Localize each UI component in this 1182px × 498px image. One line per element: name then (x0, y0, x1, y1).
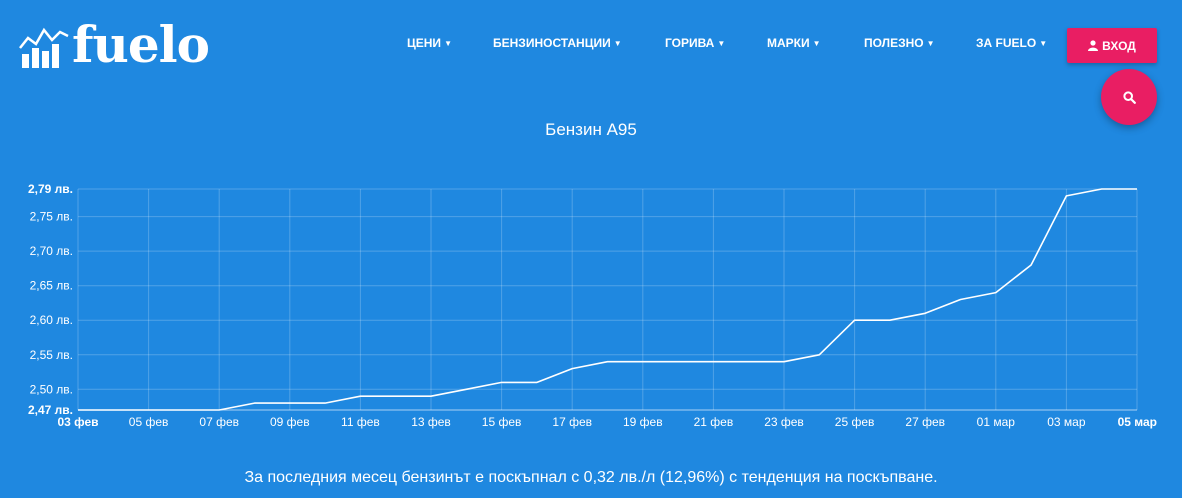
series-line (78, 188, 1137, 411)
x-tick-label: 03 мар (1047, 415, 1086, 429)
data-point[interactable] (460, 383, 472, 395)
caret-down-icon: ▼ (717, 38, 726, 48)
nav-label: МАРКИ (767, 36, 810, 50)
main-nav: ЦЕНИ ▼ БЕНЗИНОСТАНЦИИ ▼ ГОРИВА ▼ МАРКИ ▼ ПОЛ… (390, 36, 1056, 50)
nav-label: ПОЛЕЗНО (864, 36, 924, 50)
x-tick-label: 17 фев (552, 415, 592, 429)
y-axis-labels: 2,79 лв. 2,75 лв. 2,70 лв. 2,65 лв. 2,60 лв.… (28, 182, 73, 417)
data-point[interactable] (602, 356, 614, 368)
x-tick-label: 23 фев (764, 415, 804, 429)
x-tick-label: 05 фев (129, 415, 169, 429)
chart-title: Бензин А95 (545, 120, 637, 139)
y-tick-label: 2,65 лв. (30, 279, 73, 293)
data-point[interactable] (637, 356, 649, 368)
data-point[interactable] (813, 349, 825, 361)
nav-label: БЕНЗИНОСТАНЦИИ (493, 36, 611, 50)
x-tick-label: 07 фев (199, 415, 239, 429)
logo[interactable]: fuelo (18, 15, 210, 74)
nav-prices[interactable]: ЦЕНИ ▼ (390, 36, 493, 50)
data-point[interactable] (919, 307, 931, 319)
data-point[interactable] (425, 390, 437, 402)
nav-brands[interactable]: МАРКИ ▼ (767, 36, 864, 50)
x-tick-label: 19 фев (623, 415, 663, 429)
y-tick-label: 2,75 лв. (30, 210, 73, 224)
data-point[interactable] (990, 287, 1002, 299)
x-tick-label: 03 фев (57, 415, 98, 429)
y-tick-label: 2,47 лв. (28, 403, 73, 417)
nav-fuels[interactable]: ГОРИВА ▼ (665, 36, 767, 50)
x-tick-label: 15 фев (482, 415, 522, 429)
x-tick-label: 05 мар (1118, 415, 1157, 429)
price-summary: За последния месец бензинът е поскъпнал … (244, 469, 938, 486)
price-chart: 2,79 лв. 2,75 лв. 2,70 лв. 2,65 лв. 2,60 лв.… (28, 182, 1157, 429)
data-point[interactable] (107, 404, 119, 416)
search-button[interactable] (1101, 69, 1157, 125)
data-point[interactable] (1096, 183, 1108, 195)
nav-about[interactable]: ЗА FUELO ▼ (976, 36, 1056, 50)
data-point[interactable] (496, 376, 508, 388)
data-point[interactable] (178, 404, 190, 416)
caret-down-icon: ▼ (926, 38, 935, 48)
caret-down-icon: ▼ (613, 38, 622, 48)
caret-down-icon: ▼ (1039, 38, 1048, 48)
data-point[interactable] (354, 390, 366, 402)
data-point[interactable] (743, 356, 755, 368)
data-point[interactable] (249, 397, 261, 409)
x-tick-label: 25 фев (835, 415, 875, 429)
data-point[interactable] (672, 356, 684, 368)
y-tick-label: 2,60 лв. (30, 313, 73, 327)
data-point[interactable] (1025, 259, 1037, 271)
x-tick-label: 09 фев (270, 415, 310, 429)
data-point[interactable] (284, 397, 296, 409)
data-point[interactable] (1131, 183, 1143, 195)
brand-name: fuelo (72, 15, 210, 74)
x-tick-label: 13 фев (411, 415, 451, 429)
caret-down-icon: ▼ (812, 38, 821, 48)
login-button[interactable]: ВХОД (1067, 28, 1157, 63)
search-icon (1122, 90, 1136, 104)
user-icon (1088, 40, 1099, 51)
data-point[interactable] (1060, 190, 1072, 202)
x-axis-labels: 03 фев 05 фев 07 фев 09 фев 11 фев 13 фев 15 ф… (57, 415, 1157, 429)
data-point[interactable] (849, 314, 861, 326)
nav-gas-stations[interactable]: БЕНЗИНОСТАНЦИИ ▼ (493, 36, 665, 50)
x-tick-label: 27 фев (905, 415, 945, 429)
y-tick-label: 2,55 лв. (30, 348, 73, 362)
x-tick-label: 21 фев (694, 415, 734, 429)
nav-label: ГОРИВА (665, 36, 715, 50)
x-tick-label: 11 фев (341, 415, 380, 429)
data-point[interactable] (778, 356, 790, 368)
data-point[interactable] (390, 390, 402, 402)
logo-chart-icon (19, 27, 69, 68)
data-point[interactable] (213, 404, 225, 416)
y-tick-label: 2,50 лв. (30, 382, 73, 396)
nav-label: ЗА FUELO (976, 36, 1037, 50)
chart-grid (77, 188, 1138, 411)
data-point[interactable] (955, 294, 967, 306)
data-point[interactable] (72, 404, 84, 416)
data-point[interactable] (707, 356, 719, 368)
nav-useful[interactable]: ПОЛЕЗНО ▼ (864, 36, 976, 50)
x-tick-label: 01 мар (977, 415, 1016, 429)
nav-label: ЦЕНИ (407, 36, 442, 50)
data-point[interactable] (319, 397, 331, 409)
data-point[interactable] (143, 404, 155, 416)
y-tick-label: 2,70 лв. (30, 244, 73, 258)
data-point[interactable] (884, 314, 896, 326)
data-point[interactable] (531, 376, 543, 388)
caret-down-icon: ▼ (444, 38, 452, 48)
y-tick-label: 2,79 лв. (28, 182, 73, 196)
data-point[interactable] (566, 363, 578, 375)
chart-series (72, 183, 1143, 416)
login-label: ВХОД (1102, 38, 1136, 53)
